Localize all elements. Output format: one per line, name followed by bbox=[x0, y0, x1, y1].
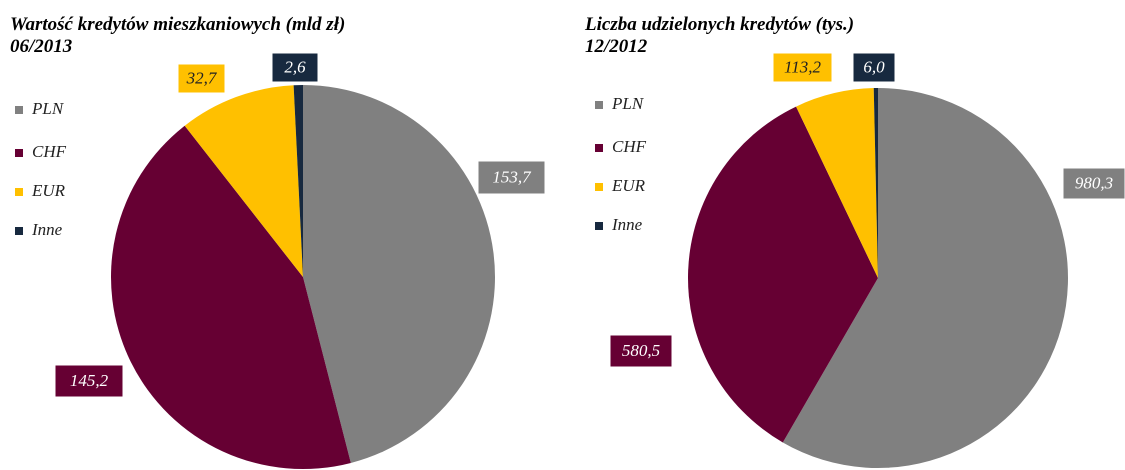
data-label: 2,6 bbox=[284, 57, 306, 76]
legend-label: EUR bbox=[611, 176, 646, 195]
data-label: 580,5 bbox=[622, 341, 660, 360]
legend-swatch bbox=[595, 101, 603, 109]
chart-title: Liczba udzielonych kredytów (tys.) bbox=[584, 14, 854, 35]
label-box bbox=[609, 334, 673, 368]
pie-slice bbox=[796, 88, 878, 278]
legend-label: EUR bbox=[31, 181, 66, 200]
legend-swatch bbox=[15, 106, 23, 114]
label-box bbox=[852, 52, 896, 83]
data-label: 980,3 bbox=[1075, 173, 1113, 192]
legend-label: Inne bbox=[31, 220, 63, 239]
legend-label: Inne bbox=[611, 215, 643, 234]
legend-swatch bbox=[595, 183, 603, 191]
pie-slice bbox=[293, 85, 303, 277]
label-box bbox=[772, 52, 833, 83]
legend-swatch bbox=[595, 144, 603, 152]
chart-subtitle: 06/2013 bbox=[10, 36, 72, 57]
label-box bbox=[1062, 167, 1125, 200]
pie-slice bbox=[110, 125, 351, 470]
data-label: 6,0 bbox=[863, 57, 885, 76]
legend-label: CHF bbox=[32, 142, 67, 161]
legend-swatch bbox=[595, 222, 603, 230]
label-box bbox=[54, 364, 124, 398]
legend-swatch bbox=[15, 227, 23, 235]
legend-label: CHF bbox=[612, 137, 647, 156]
pie-slice bbox=[303, 85, 496, 463]
chart-subtitle: 12/2012 bbox=[585, 36, 648, 57]
pie-slice bbox=[873, 88, 878, 278]
chart-title: Wartość kredytów mieszkaniowych (mld zł) bbox=[10, 14, 345, 35]
legend-swatch bbox=[15, 149, 23, 157]
pie-slice bbox=[184, 85, 303, 277]
legend-swatch bbox=[15, 188, 23, 196]
data-label: 145,2 bbox=[70, 371, 109, 390]
pie-slice bbox=[782, 88, 1068, 468]
data-label: 153,7 bbox=[492, 167, 532, 186]
label-box bbox=[477, 160, 546, 195]
legend-label: PLN bbox=[31, 99, 65, 118]
label-box bbox=[271, 52, 319, 83]
pie-slice bbox=[688, 106, 878, 443]
data-label: 32,7 bbox=[186, 68, 218, 87]
data-label: 113,2 bbox=[784, 57, 821, 76]
label-box bbox=[177, 63, 226, 94]
legend-label: PLN bbox=[611, 94, 645, 113]
